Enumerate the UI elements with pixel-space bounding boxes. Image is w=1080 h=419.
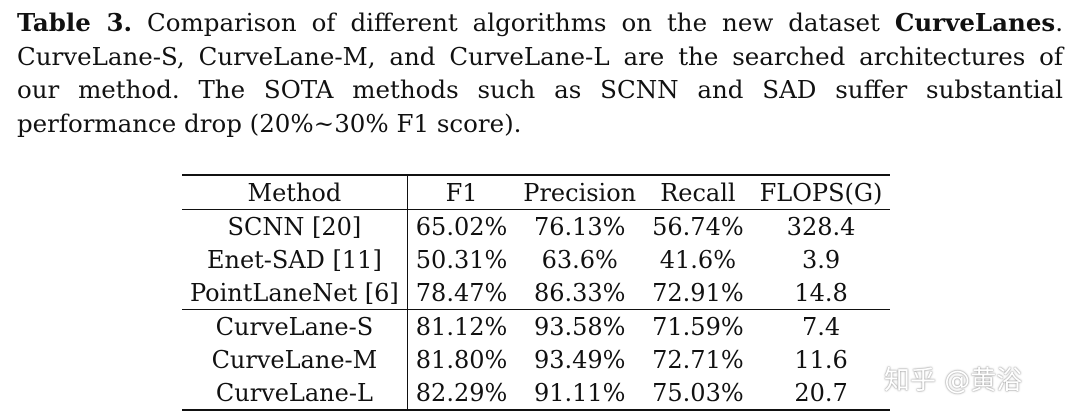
f1-cell: 78.47% [415,278,508,307]
header-recall: Recall [660,178,736,207]
recall-cell: 72.71% [652,345,744,374]
method-cell: Enet-SAD [11] [182,243,408,276]
caption-text-before: Comparison of different algorithms on th… [132,8,895,37]
flops-cell: 328.4 [786,212,856,241]
precision-cell: 93.58% [533,312,626,341]
precision-cell: 91.11% [533,378,626,407]
precision-cell: 93.49% [533,345,626,374]
results-table: Method F1 Precision Recall FLOPS(G) SCNN… [182,174,891,411]
f1-cell: 65.02% [415,212,508,241]
f1-cell: 50.31% [415,245,508,274]
header-method: Method [182,175,408,210]
flops-cell: 11.6 [794,345,848,374]
header-precision: Precision [523,178,637,207]
f1-cell: 82.29% [415,378,508,407]
sota-methods-group: SCNN [20] 65.02% 76.13% 56.74% 328.4 Ene… [182,209,891,310]
our-methods-group: CurveLane-S 81.12% 93.58% 71.59% 7.4 Cur… [182,309,891,410]
method-cell: CurveLane-S [182,309,408,343]
method-cell: CurveLane-L [182,376,408,410]
table-row-curvelane-m: CurveLane-M 81.80% 93.49% 72.71% 11.6 [182,343,890,376]
recall-cell: 41.6% [659,245,737,274]
flops-cell: 7.4 [801,312,841,341]
f1-cell: 81.12% [415,312,508,341]
f1-cell: 81.80% [415,345,508,374]
recall-cell: 71.59% [652,312,744,341]
method-cell: SCNN [20] [182,209,408,243]
caption-label: Table 3. [17,8,133,37]
caption-text-after: . CurveLane-S, CurveLane-M, and CurveLan… [17,8,1064,138]
header-flops: FLOPS(G) [759,178,883,207]
caption-dataset-name: CurveLanes [894,8,1056,37]
table-caption: Table 3. Comparison of different algorit… [17,6,1063,140]
zhihu-watermark: 知乎 @黄浴 [884,366,1023,396]
flops-cell: 3.9 [801,245,841,274]
recall-cell: 72.91% [652,278,744,307]
method-cell: PointLaneNet [6] [182,276,408,310]
precision-cell: 76.13% [533,212,626,241]
table-row-enet-sad: Enet-SAD [11] 50.31% 63.6% 41.6% 3.9 [182,243,890,276]
table-row-scnn: SCNN [20] 65.02% 76.13% 56.74% 328.4 [182,209,890,243]
table-row-pointlanenet: PointLaneNet [6] 78.47% 86.33% 72.91% 14… [182,276,891,310]
header-f1: F1 [445,178,478,207]
precision-cell: 86.33% [533,278,626,307]
method-cell: CurveLane-M [182,343,408,376]
header-row: Method F1 Precision Recall FLOPS(G) [182,175,891,210]
table-row-curvelane-s: CurveLane-S 81.12% 93.58% 71.59% 7.4 [182,309,890,343]
flops-cell: 14.8 [794,278,848,307]
recall-cell: 56.74% [652,212,744,241]
flops-cell: 20.7 [794,378,848,407]
precision-cell: 63.6% [541,245,618,274]
recall-cell: 75.03% [652,378,744,407]
table-row-curvelane-l: CurveLane-L 82.29% 91.11% 75.03% 20.7 [182,376,891,410]
